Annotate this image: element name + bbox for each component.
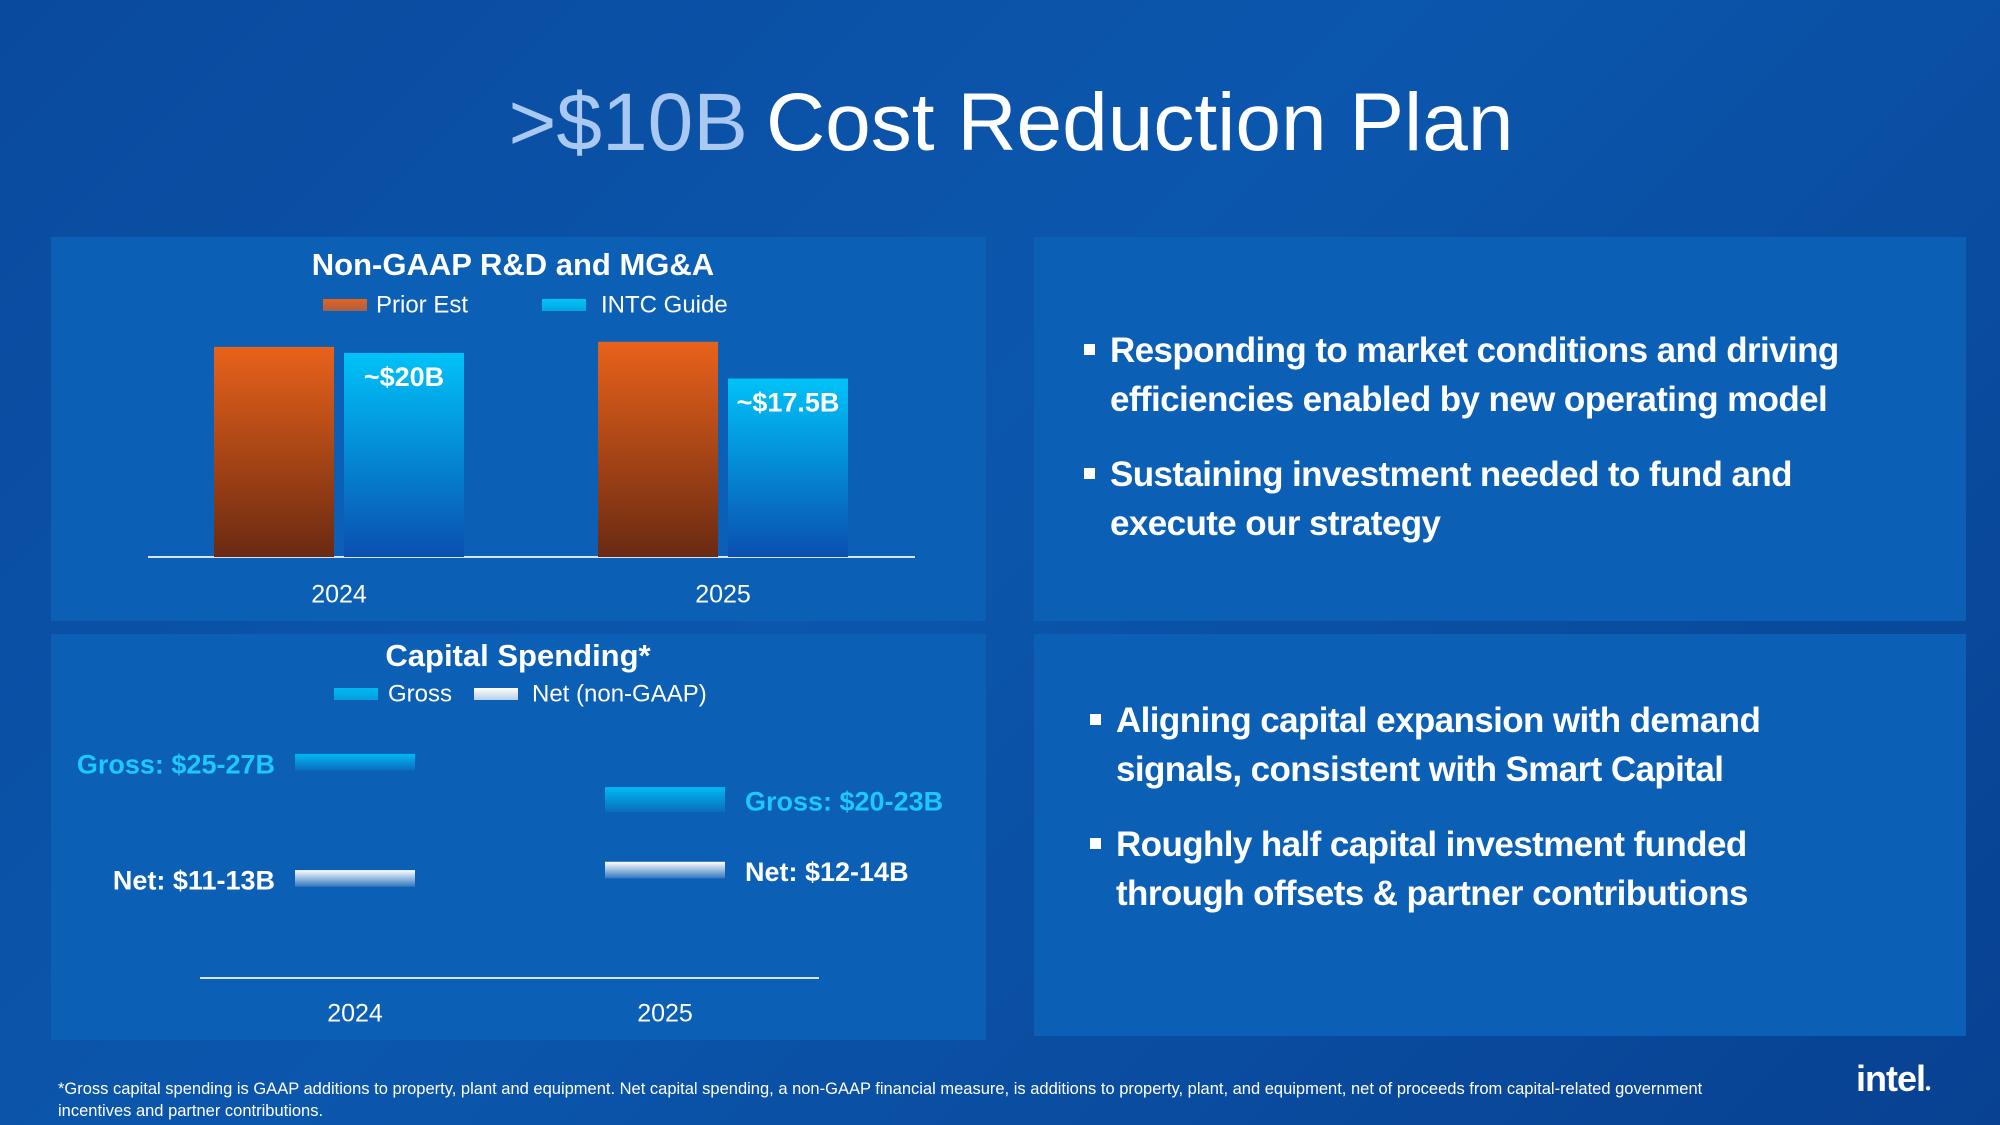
legend-label: Net (non-GAAP) <box>532 680 707 707</box>
legend-swatch <box>334 688 378 700</box>
bullet-line: Responding to market conditions and driv… <box>1110 331 1839 370</box>
range-bar <box>605 861 725 879</box>
title-text: Cost Reduction Plan <box>766 77 1514 168</box>
bullets-bottom: Aligning capital expansion with demand si… <box>1090 696 1761 944</box>
bullet: Roughly half capital investment funded th… <box>1090 820 1760 918</box>
bullet-line: Sustaining investment needed to fund and <box>1110 455 1792 494</box>
bullet-line: execute our strategy <box>1110 504 1441 543</box>
bar <box>214 346 334 557</box>
title-highlight: >$10B <box>509 77 748 168</box>
range-bar <box>295 870 415 887</box>
bar <box>728 378 848 557</box>
bullet: Responding to market conditions and driv… <box>1084 326 1839 424</box>
legend-swatch <box>474 688 518 700</box>
logo: intel● <box>1856 1058 1931 1099</box>
legend-swatch <box>323 299 367 311</box>
chart-title: Non-GAAP R&D and MG&A <box>312 247 714 282</box>
range-bar <box>295 753 415 771</box>
x-tick-label: 2025 <box>637 1000 693 1028</box>
x-tick-label: 2024 <box>327 1000 383 1028</box>
legend-label: Gross <box>388 680 452 707</box>
bullet-line: efficiencies enabled by new operating mo… <box>1110 380 1828 419</box>
chart-title: Capital Spending* <box>385 638 651 673</box>
panel <box>1034 634 1966 1036</box>
legend-label: INTC Guide <box>601 291 728 318</box>
range-bar <box>605 787 725 812</box>
bullets-top: Responding to market conditions and driv… <box>1084 326 1839 574</box>
footnote: *Gross capital spending is GAAP addition… <box>58 1080 1703 1120</box>
value-label: Gross: $20-23B <box>745 787 943 817</box>
x-tick-label: 2024 <box>311 581 367 609</box>
x-tick-label: 2025 <box>695 581 751 609</box>
slide-title: >$10B Cost Reduction Plan <box>509 77 1514 168</box>
legend-label: Prior Est <box>376 291 468 318</box>
bullet-line: signals, consistent with Smart Capital <box>1116 750 1724 789</box>
logo-text: intel <box>1856 1058 1926 1099</box>
bullet: Aligning capital expansion with demand si… <box>1090 696 1761 794</box>
bar <box>598 341 718 557</box>
value-label: ~$17.5B <box>737 388 840 418</box>
value-label: Gross: $25-27B <box>77 749 275 779</box>
value-label: Net: $12-14B <box>745 857 909 887</box>
bullet-line: through offsets & partner contributions <box>1116 874 1748 913</box>
legend-swatch <box>542 299 586 311</box>
bar <box>344 353 464 557</box>
panel <box>51 634 986 1040</box>
panel <box>1034 237 1966 621</box>
value-label: Net: $11-13B <box>113 866 275 896</box>
value-label: ~$20B <box>364 362 444 392</box>
bullet: Sustaining investment needed to fund and… <box>1084 450 1839 548</box>
bullet-line: Aligning capital expansion with demand <box>1116 701 1761 740</box>
bullet-line: Roughly half capital investment funded <box>1116 825 1747 864</box>
